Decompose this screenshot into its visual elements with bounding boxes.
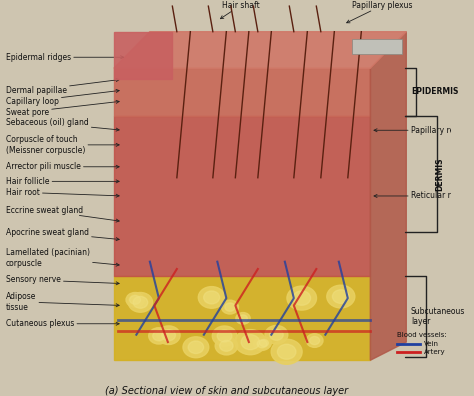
Circle shape (332, 290, 349, 303)
Text: Hair root: Hair root (6, 188, 119, 197)
Text: EPIDERMIS: EPIDERMIS (411, 88, 458, 97)
Polygon shape (114, 68, 370, 116)
Circle shape (149, 328, 169, 344)
Text: Dermal papillae: Dermal papillae (6, 78, 119, 95)
Circle shape (221, 300, 238, 314)
Text: Arrector pili muscle: Arrector pili muscle (6, 162, 119, 171)
Circle shape (183, 337, 209, 358)
Circle shape (271, 339, 302, 364)
Text: Blood vessels:: Blood vessels: (397, 332, 447, 338)
Text: (a) Sectional view of skin and subcutaneous layer: (a) Sectional view of skin and subcutane… (105, 386, 348, 396)
Text: Vein: Vein (424, 341, 439, 347)
Text: Capillary loop: Capillary loop (6, 89, 119, 106)
Circle shape (198, 287, 225, 308)
Text: Adipose
tissue: Adipose tissue (6, 292, 119, 312)
Bar (352, 39, 402, 53)
Text: DERMIS: DERMIS (436, 157, 445, 191)
Circle shape (257, 337, 272, 349)
Circle shape (241, 335, 260, 350)
Circle shape (153, 331, 165, 341)
Circle shape (236, 312, 250, 324)
Circle shape (157, 326, 180, 345)
Circle shape (212, 326, 237, 346)
Text: Apocrine sweat gland: Apocrine sweat gland (6, 228, 119, 241)
Circle shape (130, 295, 141, 304)
Circle shape (188, 341, 204, 354)
Polygon shape (114, 32, 173, 79)
Circle shape (257, 340, 267, 348)
Circle shape (277, 344, 296, 359)
Text: Lamellated (pacinian)
corpuscle: Lamellated (pacinian) corpuscle (6, 248, 119, 268)
Text: Hair shaft: Hair shaft (220, 1, 260, 19)
Polygon shape (114, 116, 370, 276)
Text: Hair follicle: Hair follicle (6, 177, 119, 186)
Circle shape (287, 286, 317, 310)
Polygon shape (114, 276, 370, 360)
Circle shape (126, 293, 144, 307)
Text: Subcutaneous
layer: Subcutaneous layer (411, 307, 465, 326)
Circle shape (215, 337, 237, 355)
Text: Eccrine sweat gland: Eccrine sweat gland (6, 206, 119, 222)
Polygon shape (370, 32, 406, 360)
Text: Epidermal ridges: Epidermal ridges (6, 53, 124, 62)
Circle shape (225, 303, 235, 311)
Circle shape (219, 341, 233, 351)
Circle shape (327, 285, 355, 308)
Circle shape (239, 315, 247, 322)
Text: Papillary plexus: Papillary plexus (346, 1, 413, 23)
Circle shape (128, 293, 153, 312)
Text: Reticular region: Reticular region (374, 192, 472, 200)
Circle shape (162, 329, 175, 341)
Circle shape (310, 337, 319, 345)
Circle shape (133, 297, 148, 308)
Text: Papillary region: Papillary region (374, 126, 471, 135)
Text: Artery: Artery (424, 349, 446, 355)
Circle shape (270, 329, 283, 340)
Polygon shape (114, 32, 406, 68)
Circle shape (217, 330, 232, 342)
Circle shape (306, 334, 323, 347)
Circle shape (254, 337, 270, 350)
Text: Sebaceous (oil) gland: Sebaceous (oil) gland (6, 118, 119, 131)
Circle shape (204, 291, 219, 304)
Circle shape (260, 339, 268, 346)
Circle shape (293, 291, 310, 305)
Circle shape (235, 329, 266, 355)
Text: Cutaneous plexus: Cutaneous plexus (6, 319, 119, 328)
Text: Sensory nerve: Sensory nerve (6, 276, 119, 285)
Text: Sweat pore: Sweat pore (6, 100, 119, 116)
Circle shape (265, 326, 288, 344)
Text: Corpuscle of touch
(Meissner corpuscle): Corpuscle of touch (Meissner corpuscle) (6, 135, 119, 154)
